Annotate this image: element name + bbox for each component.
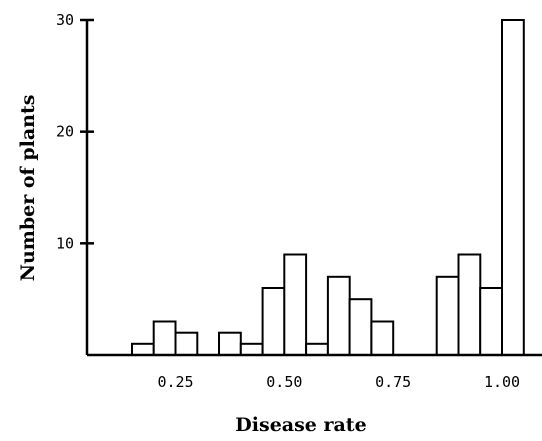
y-ticks-group: 10 20 30 xyxy=(56,11,94,252)
x-axis-title: Disease rate xyxy=(235,414,366,436)
y-tick-label: 10 xyxy=(56,234,74,252)
histogram-bar xyxy=(305,342,329,356)
histogram-bar xyxy=(131,342,155,356)
y-tick-label: 30 xyxy=(56,11,74,29)
y-axis-title: Number of plants xyxy=(17,95,39,282)
y-tick-label: 20 xyxy=(56,123,74,141)
x-tick-label: 0.50 xyxy=(266,373,302,391)
histogram-bar xyxy=(501,19,525,356)
histogram-bar xyxy=(435,275,460,356)
histogram-bar xyxy=(326,275,351,356)
histogram-bar xyxy=(283,253,308,356)
histogram-bar xyxy=(479,287,504,356)
x-tick-label: 0.75 xyxy=(375,373,411,391)
histogram-bar xyxy=(261,287,286,356)
x-ticks-group: 0.25 0.50 0.75 1.00 xyxy=(157,373,520,391)
x-tick-label: 0.25 xyxy=(157,373,193,391)
histogram-bar xyxy=(370,320,395,356)
histogram-bar xyxy=(457,253,482,356)
histogram-bar xyxy=(348,298,373,357)
histogram-bar xyxy=(174,331,199,357)
x-tick-label: 1.00 xyxy=(484,373,520,391)
bars-group xyxy=(131,19,525,357)
histogram-bar xyxy=(152,320,177,356)
histogram-bar xyxy=(239,342,264,356)
histogram-bar xyxy=(218,331,242,357)
